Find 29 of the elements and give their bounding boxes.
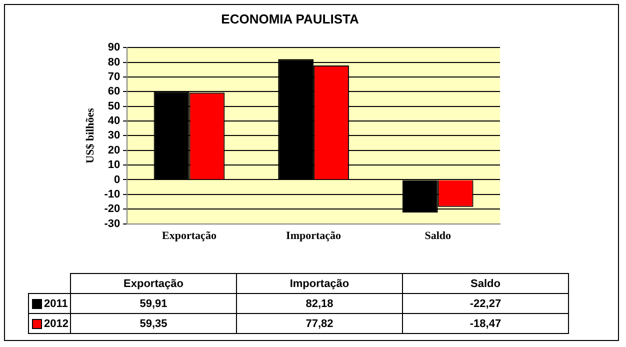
y-tick-label: -30 — [104, 218, 120, 230]
legend-label: 2011 — [28, 294, 70, 314]
y-tick-label: 50 — [108, 100, 120, 112]
y-tick-label: 10 — [108, 159, 120, 172]
y-tick-label: 30 — [108, 130, 120, 142]
x-tick-label: Exportação — [162, 230, 217, 242]
data-label: -22,27 — [402, 294, 568, 314]
data-label: 82,18 — [236, 294, 402, 314]
y-tick-label: -10 — [104, 188, 120, 200]
y-tick-label: -20 — [104, 203, 120, 216]
y-tick-label: 20 — [108, 144, 120, 156]
y-tick-label: 70 — [108, 71, 120, 83]
data-label: 77,82 — [236, 314, 402, 334]
legend-label: 2012 — [28, 314, 70, 334]
y-tick-label: 90 — [108, 42, 120, 54]
y-tick-label: 60 — [108, 86, 120, 98]
category-label: Saldo — [470, 278, 500, 290]
data-label: 59,91 — [70, 294, 236, 314]
category-label: Importação — [290, 278, 350, 290]
x-tick-label: Importação — [286, 230, 342, 242]
y-tick-label: 80 — [108, 56, 120, 68]
x-tick-label: Saldo — [424, 230, 452, 242]
y-tick-label: 40 — [108, 115, 120, 128]
data-label: -18,47 — [402, 314, 568, 334]
data-label: 59,35 — [70, 314, 236, 334]
y-axis-title: US$ bilhões — [84, 107, 96, 164]
chart-title: ECONOMIA PAULISTA — [221, 11, 360, 26]
category-label: Exportação — [124, 278, 184, 290]
y-tick-label: 0 — [114, 174, 120, 186]
